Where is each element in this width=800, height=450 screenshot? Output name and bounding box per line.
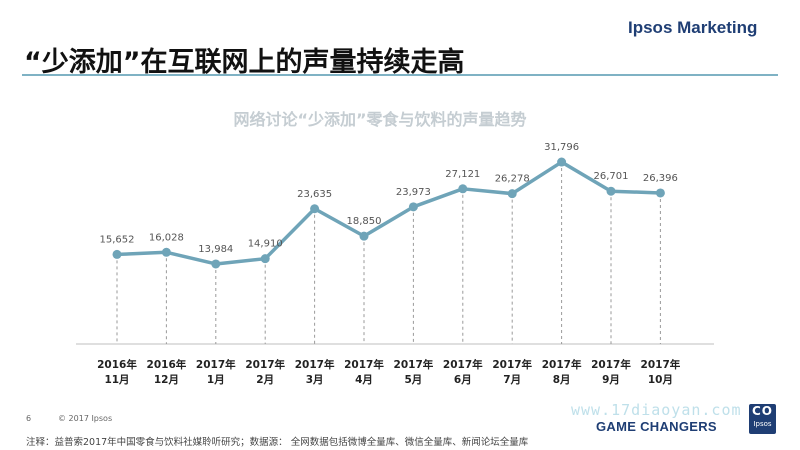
data-label: 23,635 <box>297 189 332 200</box>
logo-bottom-text: Ipsos <box>753 420 772 428</box>
x-tick-label-year: 2017年 <box>344 358 384 371</box>
x-tick-label-month: 7月 <box>503 374 521 386</box>
data-label: 31,796 <box>544 142 579 153</box>
brand-logo-text: Ipsos Marketing <box>628 18 758 37</box>
data-label: 14,910 <box>248 239 283 250</box>
logo-top-text: CO <box>751 404 773 418</box>
x-tick-label-year: 2016年 <box>147 358 187 371</box>
data-point <box>211 259 221 269</box>
data-point <box>606 186 616 196</box>
data-point <box>310 204 320 214</box>
data-point <box>655 188 665 198</box>
x-tick-label-month: 2月 <box>256 374 274 386</box>
data-point <box>260 254 270 264</box>
x-tick-label-year: 2017年 <box>591 358 631 371</box>
x-tick-label-year: 2017年 <box>641 358 681 371</box>
copyright-text: © 2017 Ipsos <box>58 414 113 423</box>
series-line <box>116 160 661 266</box>
x-tick-label-month: 8月 <box>553 374 571 386</box>
x-tick-label-month: 9月 <box>602 374 620 386</box>
title-divider <box>22 74 778 76</box>
data-point <box>359 231 369 241</box>
data-label: 16,028 <box>149 232 184 243</box>
x-tick-label-month: 11月 <box>104 374 129 386</box>
x-tick-label-month: 5月 <box>404 374 422 386</box>
data-label: 26,278 <box>495 174 530 185</box>
ipsos-logo: CO Ipsos <box>749 404 776 434</box>
x-tick-label-month: 4月 <box>355 374 373 386</box>
x-tick-label-year: 2017年 <box>295 358 335 371</box>
page-title: “少添加”在互联网上的声量持续走高 <box>24 47 465 78</box>
data-label: 27,121 <box>445 169 480 180</box>
x-tick-label-year: 2017年 <box>443 358 483 371</box>
chart-title: 网络讨论“少添加”零食与饮料的声量趋势 <box>233 110 527 129</box>
x-tick-label-year: 2017年 <box>542 358 582 371</box>
x-tick-label-year: 2017年 <box>245 358 285 371</box>
data-point <box>408 202 418 212</box>
data-point <box>458 184 468 194</box>
watermark-text: www.17diaoyan.com <box>571 401 742 419</box>
x-tick-label-month: 10月 <box>648 374 673 386</box>
x-tick-label-year: 2017年 <box>394 358 434 371</box>
data-point <box>557 157 567 167</box>
x-tick-label-year: 2017年 <box>492 358 532 371</box>
data-point <box>112 249 122 259</box>
x-tick-label-year: 2016年 <box>97 358 137 371</box>
data-label: 23,973 <box>396 187 431 198</box>
x-tick-label-month: 1月 <box>207 374 225 386</box>
x-tick-label-month: 12月 <box>154 374 179 386</box>
x-tick-label-month: 3月 <box>306 374 324 386</box>
data-label: 13,984 <box>198 244 233 255</box>
source-note: 注释：益普索2017年中国零食与饮料社媒聆听研究；数据源： 全网数据包括微博全量… <box>26 437 529 448</box>
data-label: 15,652 <box>100 234 135 245</box>
tagline: GAME CHANGERS <box>596 419 717 434</box>
data-point <box>507 189 517 199</box>
data-label: 18,850 <box>347 216 382 227</box>
x-tick-label-year: 2017年 <box>196 358 236 371</box>
data-label: 26,701 <box>594 171 629 182</box>
x-tick-label-month: 6月 <box>454 374 472 386</box>
data-point <box>161 247 171 257</box>
page-number: 6 <box>26 414 32 423</box>
data-label: 26,396 <box>643 173 678 184</box>
